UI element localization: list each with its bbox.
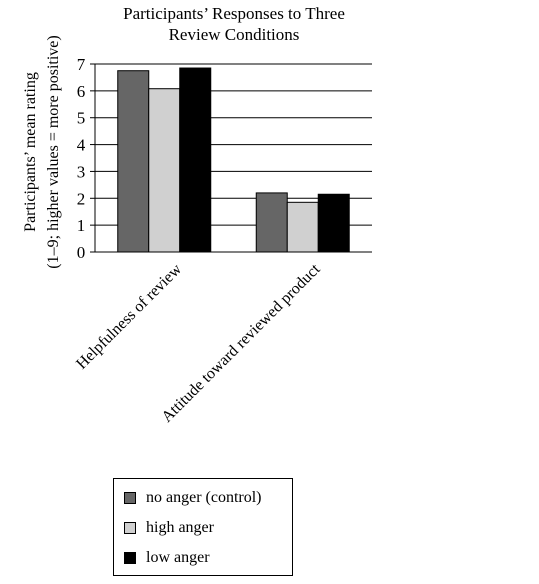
chart-title: Participants’ Responses to Three Review C… xyxy=(123,4,345,44)
y-tick-label: 4 xyxy=(77,136,86,155)
x-tick-label: Helpfulness of review xyxy=(73,260,185,372)
legend-swatch xyxy=(124,552,136,564)
legend: no anger (control) high anger low anger xyxy=(113,478,293,576)
y-tick-label: 5 xyxy=(77,109,86,128)
legend-item: no anger (control) xyxy=(124,488,262,508)
bar xyxy=(179,67,212,253)
bar xyxy=(117,70,150,253)
y-tick-label: 1 xyxy=(77,216,86,235)
y-tick-label: 0 xyxy=(77,243,86,262)
legend-swatch xyxy=(124,492,136,504)
y-axis-ticks: 0 1 2 3 4 5 6 7 xyxy=(77,55,95,262)
y-axis-label: Participants’ mean rating (1–9; higher va… xyxy=(22,35,62,268)
chart-title-line: Review Conditions xyxy=(169,25,300,44)
legend-label: no anger (control) xyxy=(146,489,262,506)
legend-item: low anger xyxy=(124,548,210,568)
legend-label: low anger xyxy=(146,549,210,566)
bar xyxy=(255,192,288,253)
legend-item: high anger xyxy=(124,518,214,538)
y-tick-label: 7 xyxy=(77,55,86,74)
y-tick-label: 2 xyxy=(77,189,86,208)
y-axis-label-line: (1–9; higher values = more positive) xyxy=(45,35,62,268)
legend-label: high anger xyxy=(146,519,214,536)
axes xyxy=(94,64,372,253)
bar xyxy=(317,193,350,253)
y-tick-label: 3 xyxy=(77,162,86,181)
bars xyxy=(117,67,350,253)
legend-swatch xyxy=(124,522,136,534)
bar xyxy=(148,88,181,253)
y-tick-label: 6 xyxy=(77,82,86,101)
x-tick-label: Attitude toward reviewed product xyxy=(159,260,324,425)
bar xyxy=(286,201,319,253)
chart-title-line: Participants’ Responses to Three xyxy=(123,4,345,23)
y-axis-label-line: Participants’ mean rating xyxy=(22,72,39,232)
